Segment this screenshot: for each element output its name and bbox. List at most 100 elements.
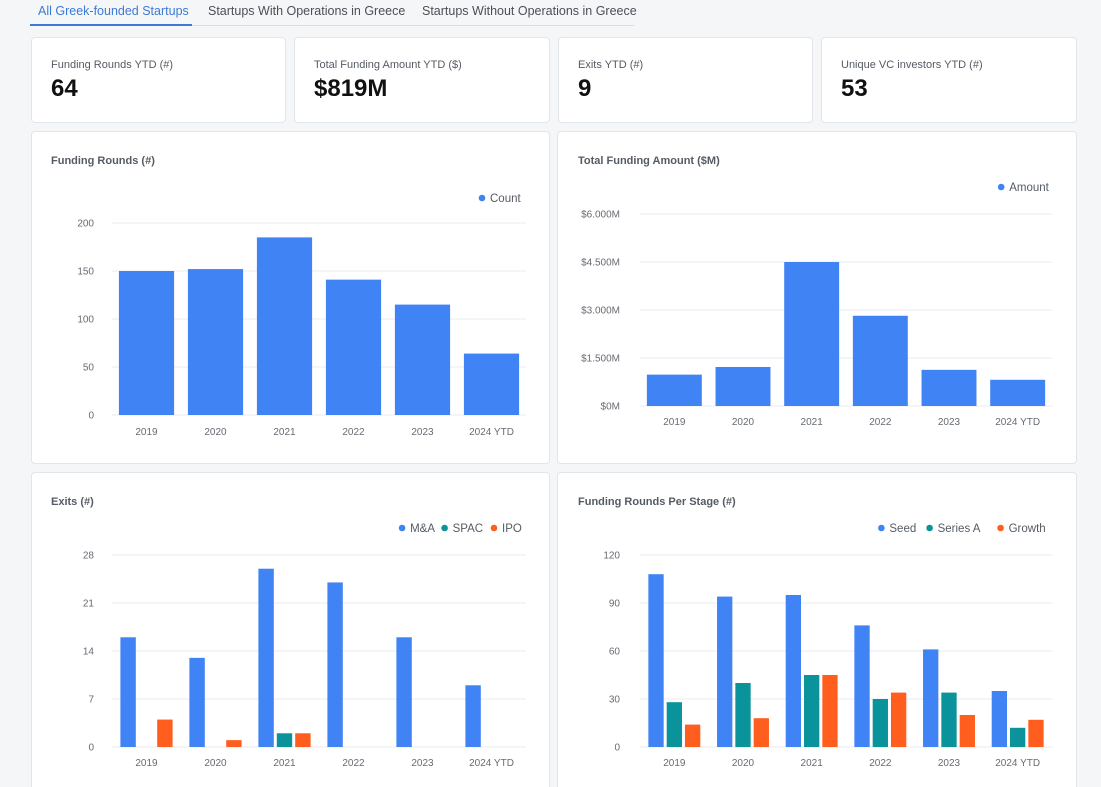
- y-tick-label: 0: [614, 743, 620, 754]
- x-tick-label: 2023: [411, 758, 434, 769]
- bar-seed-2019[interactable]: [648, 574, 664, 747]
- bar-m-a-2023[interactable]: [396, 637, 412, 747]
- view-tabs: All Greek-founded Startups Startups With…: [30, 0, 637, 26]
- bar-series-a-2021[interactable]: [804, 675, 820, 747]
- bar-seed-2022[interactable]: [854, 625, 870, 747]
- x-tick-label: 2020: [204, 427, 227, 438]
- bar-count-2020[interactable]: [187, 269, 244, 415]
- legend-label[interactable]: Seed: [889, 523, 916, 535]
- bar-amount-2024-ytd[interactable]: [990, 379, 1046, 406]
- chart-title: Exits (#): [51, 496, 94, 508]
- y-tick-label: 200: [77, 219, 94, 230]
- y-tick-label: 150: [77, 267, 94, 278]
- bar-series-a-2024-ytd[interactable]: [1010, 727, 1026, 747]
- kpi-value: 9: [578, 75, 592, 102]
- x-tick-label: 2021: [801, 758, 824, 769]
- kpi-card-funding-rounds: Funding Rounds YTD (#) 64: [31, 37, 286, 123]
- legend-marker: [441, 524, 448, 532]
- bar-growth-2024-ytd[interactable]: [1028, 719, 1044, 747]
- y-tick-label: 60: [609, 647, 621, 658]
- kpi-value: $819M: [314, 75, 388, 102]
- legend-label[interactable]: M&A: [410, 523, 435, 535]
- bar-m-a-2019[interactable]: [120, 637, 136, 747]
- x-tick-label: 2019: [663, 758, 686, 769]
- bar-growth-2020[interactable]: [753, 718, 769, 747]
- kpi-label: Unique VC investors YTD (#): [841, 59, 983, 71]
- bar-growth-2021[interactable]: [822, 675, 838, 747]
- bar-ipo-2020[interactable]: [226, 740, 242, 747]
- kpi-card-exits: Exits YTD (#) 9: [558, 37, 813, 123]
- kpi-label: Exits YTD (#): [578, 59, 644, 71]
- bar-amount-2021[interactable]: [784, 262, 840, 406]
- bar-amount-2019[interactable]: [646, 374, 702, 406]
- y-tick-label: $6.000M: [581, 210, 620, 221]
- kpi-card-total-funding: Total Funding Amount YTD ($) $819M: [294, 37, 550, 123]
- x-tick-label: 2020: [732, 758, 755, 769]
- bar-count-2021[interactable]: [256, 237, 313, 415]
- bar-series-a-2022[interactable]: [872, 699, 888, 747]
- y-tick-label: $4.500M: [581, 258, 620, 269]
- bar-amount-2020[interactable]: [715, 366, 771, 406]
- bar-seed-2021[interactable]: [785, 595, 802, 747]
- bar-series-a-2019[interactable]: [666, 702, 682, 747]
- x-tick-label: 2024 YTD: [469, 758, 514, 769]
- x-tick-label: 2019: [135, 758, 158, 769]
- x-tick-label: 2019: [135, 427, 158, 438]
- x-tick-label: 2024 YTD: [995, 758, 1040, 769]
- bar-count-2023[interactable]: [394, 304, 451, 415]
- x-tick-label: 2021: [273, 427, 296, 438]
- legend-label[interactable]: SPAC: [453, 523, 483, 535]
- tab-without-operations[interactable]: Startups Without Operations in Greece: [422, 4, 637, 18]
- legend-marker: [997, 183, 1005, 191]
- funding-amount-chart: $0M $1.500M $3.000M $4.500M $6.000M 2019 2020 2…: [581, 182, 1052, 428]
- legend-marker: [997, 524, 1004, 532]
- bar-m-a-2021[interactable]: [258, 568, 274, 747]
- bar-count-2022[interactable]: [325, 279, 382, 415]
- legend-label[interactable]: Count: [490, 193, 521, 205]
- x-tick-label: 2020: [204, 758, 227, 769]
- bar-series-a-2020[interactable]: [735, 683, 751, 747]
- x-tick-label: 2024 YTD: [995, 417, 1040, 428]
- legend-label[interactable]: Growth: [1009, 523, 1046, 535]
- bar-seed-2024-ytd[interactable]: [991, 691, 1008, 747]
- bar-spac-2021[interactable]: [276, 733, 293, 747]
- y-tick-label: 50: [83, 363, 95, 374]
- chart-title: Total Funding Amount ($M): [578, 155, 720, 167]
- legend-marker: [478, 194, 486, 202]
- bar-ipo-2019[interactable]: [157, 719, 173, 747]
- bar-seed-2023[interactable]: [923, 649, 939, 747]
- kpi-value: 64: [51, 75, 78, 102]
- funding-amount-panel: Total Funding Amount ($M) $0M $1.500M $3.0…: [557, 131, 1077, 464]
- bar-growth-2019[interactable]: [684, 724, 701, 747]
- bar-ipo-2021[interactable]: [295, 733, 311, 747]
- chart-title: Funding Rounds Per Stage (#): [578, 496, 736, 508]
- bar-seed-2020[interactable]: [717, 596, 733, 747]
- bar-m-a-2024-ytd[interactable]: [465, 685, 481, 747]
- y-tick-label: 7: [88, 695, 94, 706]
- x-tick-label: 2019: [663, 417, 686, 428]
- bar-series-a-2023[interactable]: [941, 692, 957, 747]
- bar-amount-2023[interactable]: [921, 369, 977, 406]
- x-tick-label: 2023: [938, 758, 961, 769]
- bar-count-2024-ytd[interactable]: [463, 353, 520, 415]
- legend-label[interactable]: Series A: [938, 523, 981, 535]
- bar-amount-2022[interactable]: [852, 315, 908, 406]
- rounds-per-stage-panel: Funding Rounds Per Stage (#) 0 30 60 90 120 2…: [557, 472, 1077, 787]
- bar-growth-2022[interactable]: [890, 692, 907, 747]
- y-tick-label: 28: [83, 551, 95, 562]
- kpi-label: Funding Rounds YTD (#): [51, 59, 174, 71]
- bar-growth-2023[interactable]: [959, 715, 975, 747]
- bar-m-a-2022[interactable]: [327, 582, 343, 747]
- bar-count-2019[interactable]: [118, 271, 175, 415]
- bar-m-a-2020[interactable]: [189, 657, 205, 747]
- tab-with-operations[interactable]: Startups With Operations in Greece: [208, 4, 406, 18]
- tab-all-greek-founded[interactable]: All Greek-founded Startups: [38, 4, 189, 18]
- chart-title: Funding Rounds (#): [51, 155, 155, 167]
- y-tick-label: $3.000M: [581, 306, 620, 317]
- legend-label[interactable]: Amount: [1009, 182, 1049, 194]
- rounds-per-stage-chart: 0 30 60 90 120 2019 2020 2021 2022 2023 2024 YTD Gr…: [603, 523, 1052, 769]
- active-tab-indicator: [30, 24, 192, 26]
- y-tick-label: 100: [77, 315, 94, 326]
- y-tick-label: $0M: [601, 402, 620, 413]
- legend-label[interactable]: IPO: [502, 523, 522, 535]
